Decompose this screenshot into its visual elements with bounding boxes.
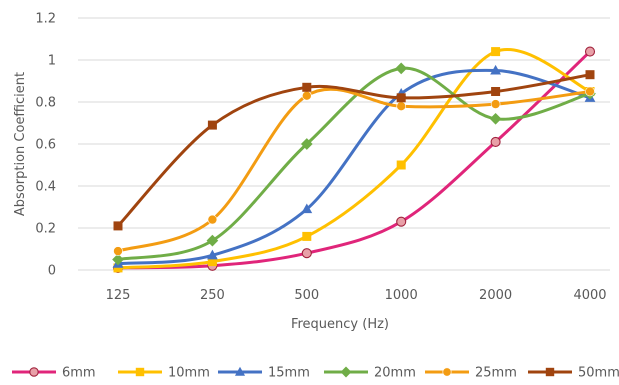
legend-item: 10mm [118, 366, 210, 381]
y-tick-label: 0 [48, 264, 56, 279]
data-point [113, 221, 123, 231]
legend-marker [135, 367, 145, 377]
legend: 6mm 10mm 15mm 20mm 25mm 50mm [12, 366, 619, 381]
data-point [207, 249, 218, 260]
series-15mm [112, 64, 596, 268]
legend-marker [340, 366, 352, 378]
series-10mm [113, 47, 595, 273]
grid [78, 17, 610, 271]
data-point [396, 216, 407, 227]
data-point [206, 234, 219, 247]
y-tick-label: 1.2 [35, 12, 56, 27]
y-axis-ticks: 0 0.2 0.4 0.6 0.8 1 1.2 [35, 12, 56, 279]
data-point [207, 257, 217, 267]
legend-marker [545, 367, 555, 377]
legend-item: 15mm [218, 366, 310, 381]
series-25mm [113, 86, 595, 256]
legend-item: 20mm [324, 366, 416, 381]
legend-label: 15mm [268, 366, 310, 381]
x-tick-label: 500 [294, 288, 319, 303]
data-point [301, 203, 313, 214]
legend-item: 50mm [528, 366, 619, 381]
data-point [395, 62, 408, 75]
data-point [490, 99, 501, 109]
data-point [112, 253, 124, 266]
series-line [116, 66, 592, 261]
series-line [116, 50, 592, 270]
data-point [301, 248, 312, 259]
y-tick-label: 0.6 [35, 138, 56, 153]
data-point [491, 47, 501, 57]
y-axis-title: Absorption Coefficient [13, 72, 28, 216]
data-point [585, 86, 595, 97]
series-50mm [113, 70, 595, 231]
x-tick-label: 250 [200, 288, 225, 303]
x-tick-label: 125 [106, 288, 131, 303]
legend-label: 25mm [475, 366, 517, 381]
data-point [302, 231, 312, 241]
data-point [585, 70, 595, 80]
y-tick-label: 0.8 [35, 96, 56, 111]
data-point [207, 120, 217, 130]
data-point [207, 214, 218, 225]
data-point [396, 93, 406, 103]
x-tick-label: 1000 [385, 288, 418, 303]
x-tick-label: 2000 [479, 288, 512, 303]
series-line [116, 73, 592, 228]
legend-label: 6mm [62, 366, 96, 381]
x-tick-label: 4000 [573, 288, 606, 303]
legend-label: 20mm [374, 366, 416, 381]
series-6mm [112, 46, 596, 273]
data-point [584, 46, 596, 57]
data-point [396, 160, 406, 170]
legend-label: 10mm [168, 366, 210, 381]
data-point [491, 87, 501, 96]
data-point [302, 82, 312, 92]
legend-marker [29, 367, 39, 377]
x-axis-ticks: 125 250 500 1000 2000 4000 [106, 288, 607, 303]
data-point [490, 136, 501, 147]
data-point [300, 138, 313, 150]
legend-item: 6mm [12, 366, 96, 381]
legend-marker [442, 367, 452, 377]
y-tick-label: 0.2 [35, 222, 56, 237]
data-point [301, 90, 312, 101]
data-point [113, 263, 123, 273]
data-point [490, 64, 501, 75]
series-layer [112, 46, 596, 273]
series-line [116, 87, 592, 253]
y-tick-label: 0.4 [35, 180, 56, 195]
data-point [113, 246, 123, 256]
data-point [396, 101, 407, 111]
legend-item: 25mm [425, 366, 517, 381]
y-tick-label: 1 [48, 54, 56, 69]
x-axis-title: Frequency (Hz) [291, 317, 389, 332]
legend-label: 50mm [578, 366, 619, 381]
data-point [489, 112, 502, 125]
legend-marker [234, 366, 246, 376]
